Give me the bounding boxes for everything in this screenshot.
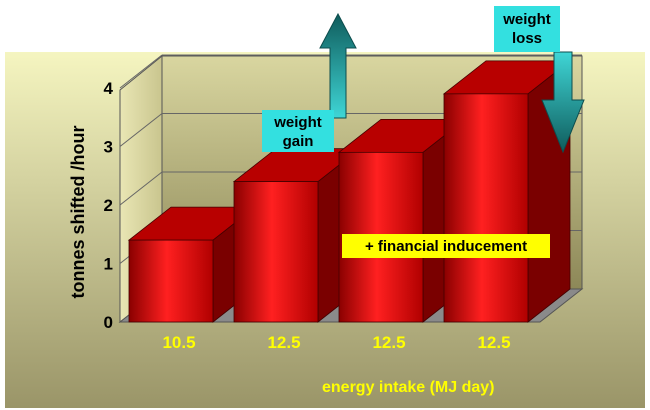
weight-loss-arrow [541,51,585,154]
gridline-side [119,171,163,206]
weight-gain-box [262,110,334,152]
x-tick-label: 12.5 [372,333,405,352]
y-axis-ticks: 0 1 2 3 4 [104,79,114,332]
inducement-label: + financial inducement [365,238,527,255]
bar-front [128,239,214,323]
weight-gain-label: weight gain [273,114,322,150]
gridline-side [119,113,163,147]
y-tick-label: 2 [104,196,113,215]
x-axis-label: energy intake (MJ day) [322,379,495,396]
y-tick-label: 4 [104,79,114,98]
y-tick-label: 3 [104,138,113,157]
x-tick-label: 10.5 [162,333,195,352]
bar-front [233,181,319,323]
y-tick-label: 0 [104,313,113,332]
y-tick-label: 1 [104,255,113,274]
y-axis-label: tonnes shifted /hour [68,126,88,299]
x-tick-label: 12.5 [477,333,510,352]
weight-gain-arrow [319,12,357,119]
x-axis-ticks: 10.5 12.5 12.5 12.5 [162,333,510,352]
gridline-side [119,54,163,89]
x-tick-label: 12.5 [267,333,300,352]
weight-loss-label: weight loss [502,11,551,47]
bar-front [443,93,529,323]
inducement-box [342,234,550,258]
weight-loss-box [494,6,560,52]
